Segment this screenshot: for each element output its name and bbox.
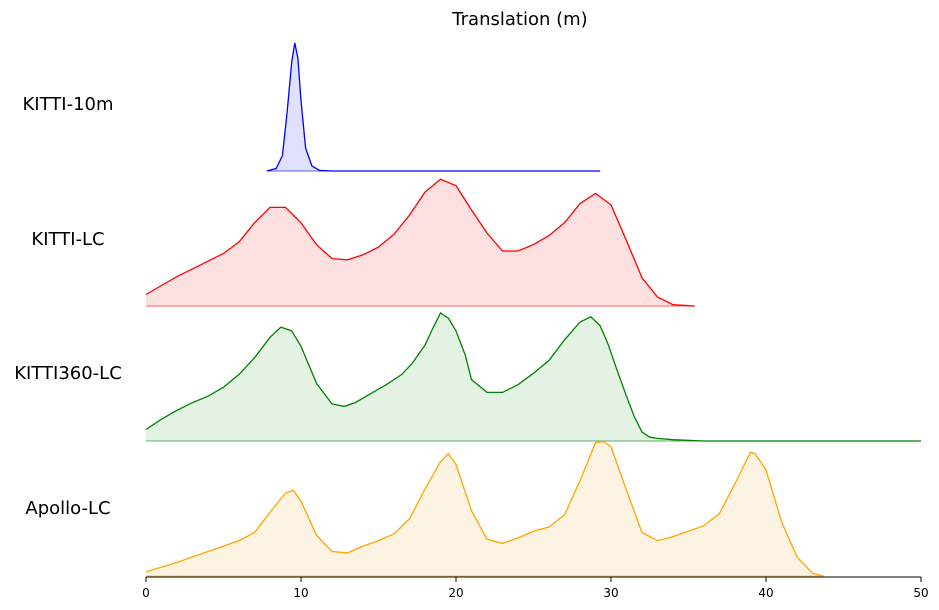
row-label: KITTI-LC — [31, 229, 104, 250]
row-label: Apollo-LC — [25, 498, 110, 519]
row-label: KITTI-10m — [22, 94, 113, 115]
ridge-fill — [146, 441, 824, 576]
ridge-line — [266, 42, 601, 172]
ridge-apollo-lc: Apollo-LC — [25, 440, 824, 577]
ridge-line — [145, 440, 824, 577]
ridge-kitti360-lc: KITTI360-LC — [14, 312, 921, 442]
x-axis: 0 10 20 30 40 50 — [142, 576, 929, 600]
ridge-line — [145, 178, 695, 307]
ridge-fill — [146, 179, 695, 306]
ridge-kitti-lc: KITTI-LC — [31, 178, 695, 307]
x-tick-label: 50 — [913, 586, 928, 600]
ridge-fill — [146, 313, 921, 441]
ridge-fill — [266, 43, 601, 171]
ridges: KITTI-10m KITTI-LC KITTI360-LC Apollo-LC — [14, 42, 921, 577]
x-tick-label: 10 — [293, 586, 308, 600]
chart-title: Translation (m) — [451, 9, 587, 30]
ridge-line — [145, 312, 921, 442]
x-tick-label: 30 — [603, 586, 618, 600]
ridge-kitti-10m: KITTI-10m — [22, 42, 601, 172]
x-tick-label: 40 — [758, 586, 773, 600]
row-label: KITTI360-LC — [14, 363, 122, 384]
x-tick-label: 20 — [448, 586, 463, 600]
x-tick-label: 0 — [142, 586, 150, 600]
